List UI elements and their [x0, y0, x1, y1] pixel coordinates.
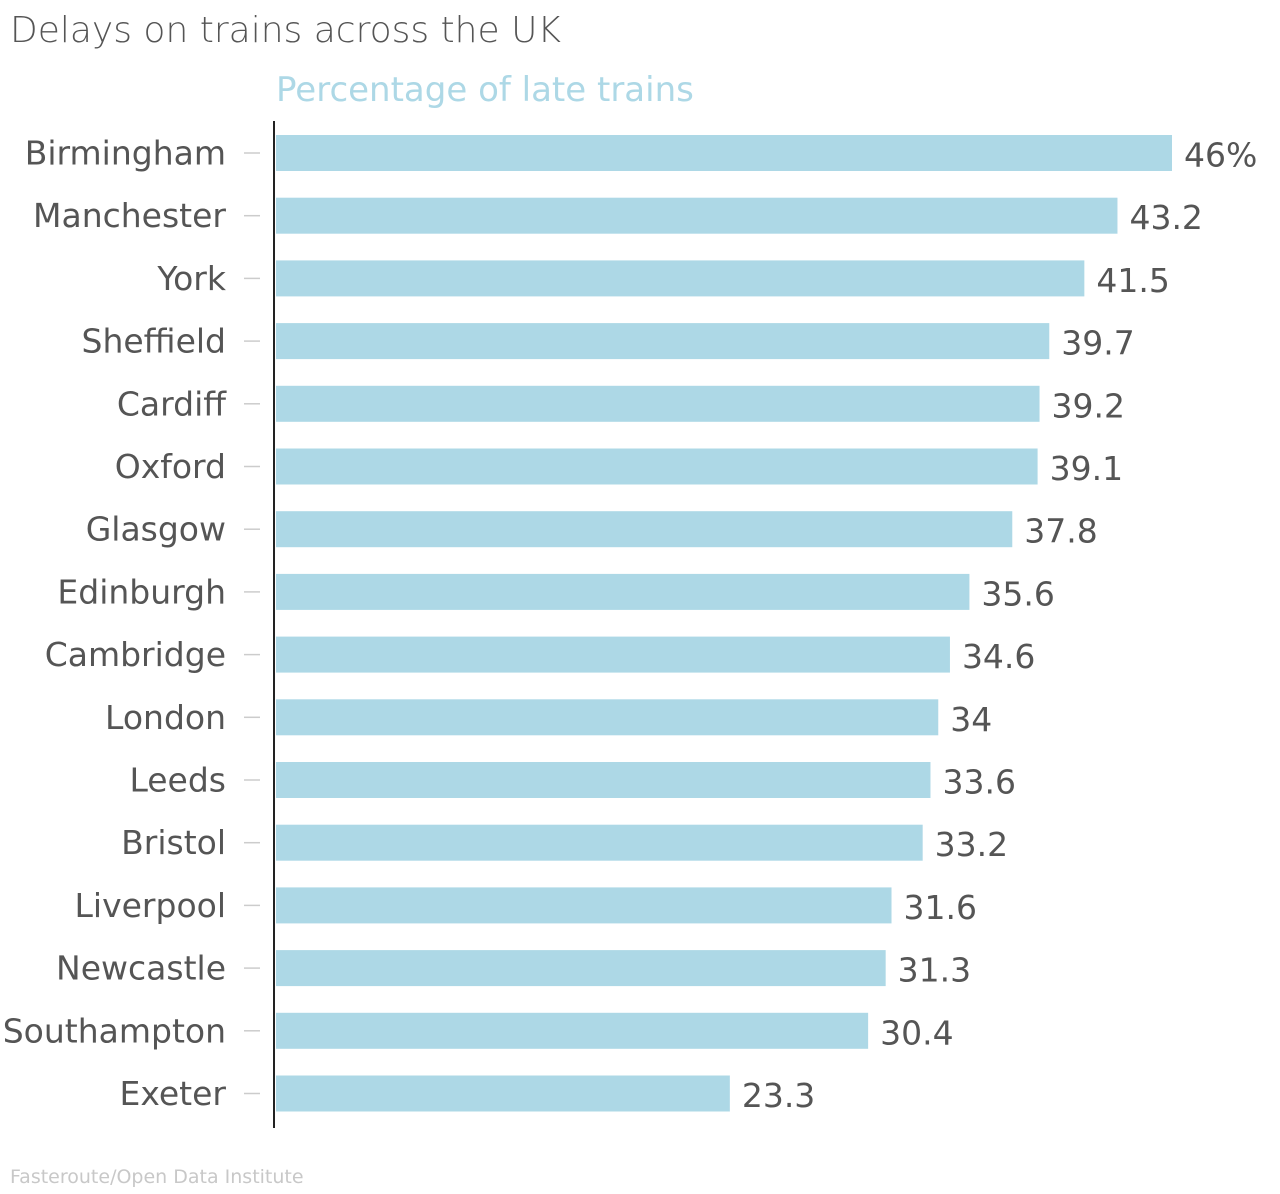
value-label: 31.3	[898, 951, 971, 990]
bar-cardiff	[276, 385, 1040, 422]
bar-cambridge	[276, 636, 950, 673]
bar-york	[276, 260, 1085, 297]
category-label: Cambridge	[45, 635, 226, 674]
category-label: Edinburgh	[57, 572, 226, 611]
value-label: 33.6	[942, 763, 1015, 802]
category-label: Glasgow	[86, 510, 226, 549]
value-label: 35.6	[981, 574, 1054, 613]
bar-bristol	[276, 824, 923, 861]
value-label: 43.2	[1129, 198, 1202, 237]
category-label: London	[105, 698, 226, 737]
value-label: 39.7	[1061, 324, 1134, 363]
bar-manchester	[276, 197, 1118, 234]
bar-newcastle	[276, 950, 886, 987]
category-label: Bristol	[121, 823, 226, 862]
bar-exeter	[276, 1075, 730, 1112]
category-label: Birmingham	[25, 134, 226, 173]
chart-title: Delays on trains across the UK	[10, 10, 562, 51]
value-label: 23.3	[742, 1076, 815, 1115]
value-label: 34	[950, 700, 992, 739]
value-label: 31.6	[904, 888, 977, 927]
bar-glasgow	[276, 511, 1013, 548]
value-label: 34.6	[962, 637, 1035, 676]
source-note: Fasteroute/Open Data Institute	[10, 1166, 304, 1188]
category-label: Liverpool	[75, 886, 226, 925]
category-label: Newcastle	[56, 949, 226, 988]
value-label: 39.2	[1052, 386, 1125, 425]
category-label: Leeds	[129, 761, 226, 800]
category-label: Southampton	[3, 1011, 226, 1050]
category-label: York	[156, 259, 227, 298]
value-label: 46%	[1184, 136, 1257, 175]
bar-oxford	[276, 448, 1038, 485]
bar-london	[276, 699, 939, 736]
category-label: Manchester	[33, 196, 226, 235]
value-label: 30.4	[880, 1013, 953, 1052]
value-label: 37.8	[1024, 512, 1097, 551]
chart-marks: Birmingham 46% Manchester 43.2 York 41.5 Sheff…	[3, 134, 1258, 1116]
value-label: 39.1	[1050, 449, 1123, 488]
bar-edinburgh	[276, 573, 970, 610]
category-label: Sheffield	[82, 322, 227, 361]
category-label: Exeter	[120, 1074, 227, 1113]
chart-subtitle: Percentage of late trains	[276, 70, 694, 110]
bar-leeds	[276, 762, 931, 798]
value-label: 41.5	[1096, 261, 1169, 300]
category-label: Cardiff	[117, 384, 227, 423]
value-label: 33.2	[935, 825, 1008, 864]
bar-sheffield	[276, 323, 1050, 360]
bar-birmingham	[276, 135, 1172, 171]
bar-liverpool	[276, 887, 892, 924]
bar-southampton	[276, 1012, 869, 1049]
category-label: Oxford	[115, 447, 226, 486]
